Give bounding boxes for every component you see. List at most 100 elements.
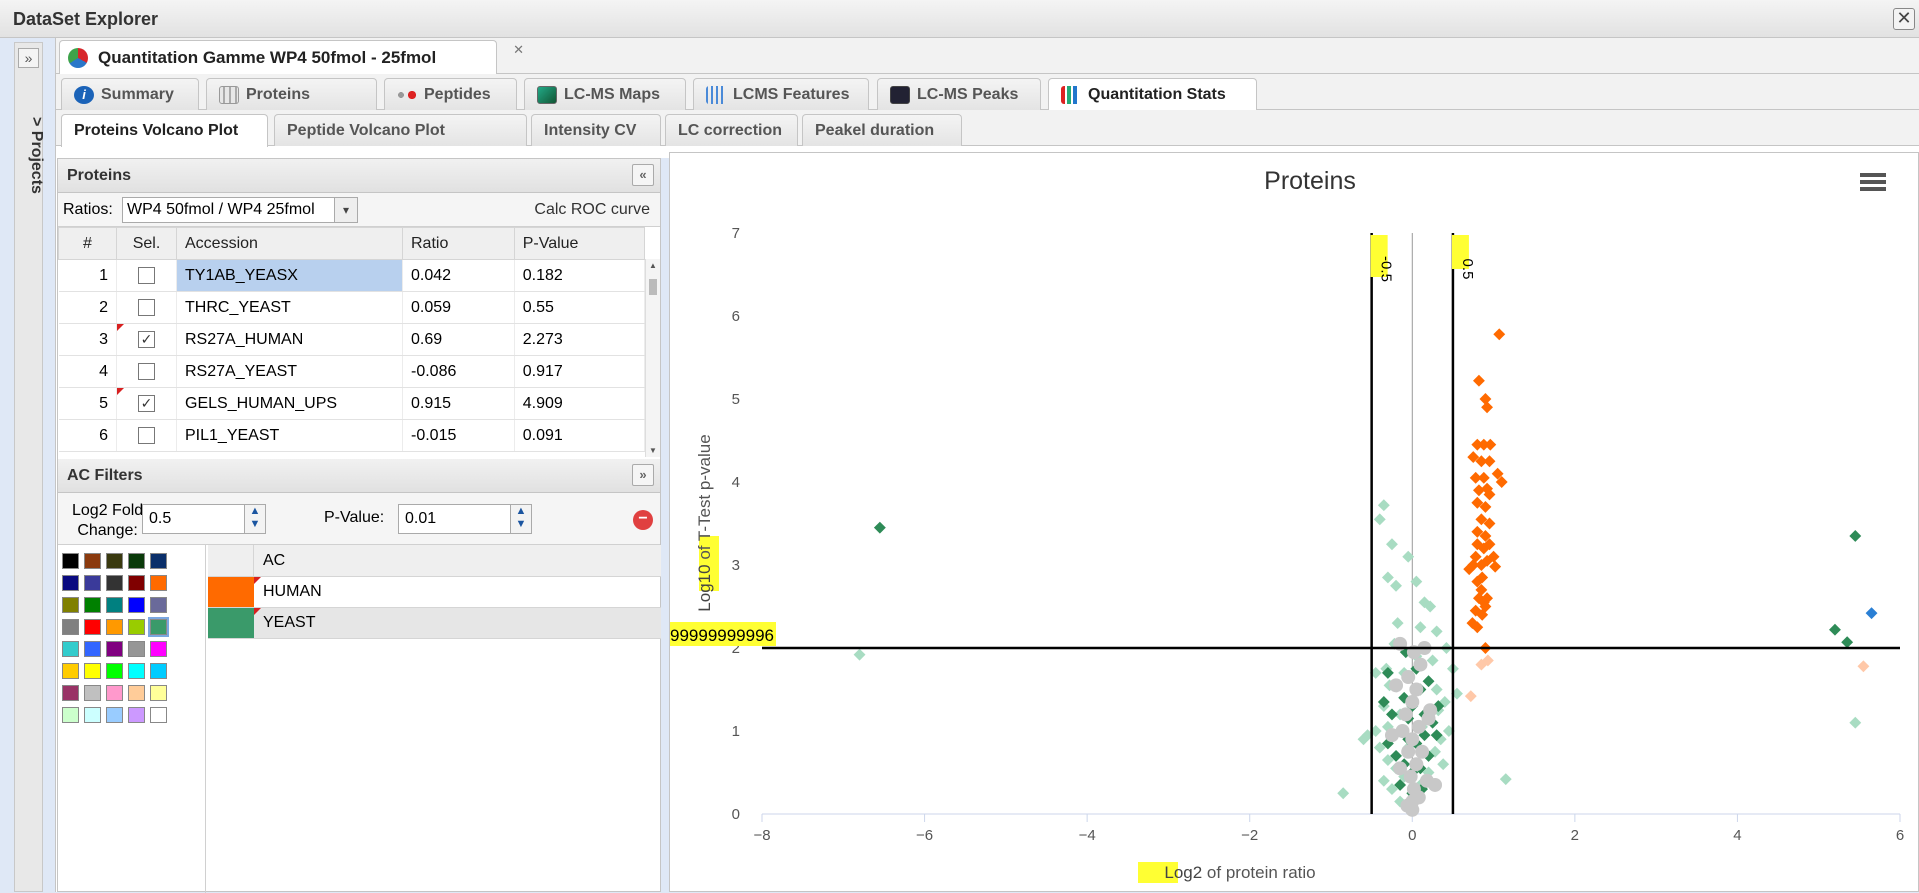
accession-cell[interactable]: GELS_HUMAN_UPS — [176, 387, 403, 420]
human-color-swatch[interactable] — [208, 577, 254, 607]
table-row[interactable]: 4 RS27A_YEAST -0.086 0.917 — [58, 355, 646, 388]
palette-swatch[interactable] — [62, 553, 79, 569]
palette-swatch[interactable] — [84, 663, 101, 679]
tab-summary[interactable]: i Summary — [61, 78, 199, 110]
palette-swatch[interactable] — [62, 707, 79, 723]
palette-swatch[interactable] — [106, 707, 123, 723]
column-header-pvalue[interactable]: P-Value — [513, 227, 646, 260]
palette-swatch[interactable] — [106, 553, 123, 569]
scroll-up-icon[interactable]: ▲ — [649, 261, 657, 270]
tab-lcms-features[interactable]: LCMS Features — [693, 78, 869, 110]
palette-swatch[interactable] — [128, 663, 145, 679]
palette-swatch[interactable] — [150, 575, 167, 591]
close-tab-icon[interactable]: ✕ — [513, 42, 524, 57]
column-header-accession[interactable]: Accession — [176, 227, 403, 260]
palette-swatch[interactable] — [106, 641, 123, 657]
ac-column-header[interactable]: AC — [263, 552, 286, 569]
accession-cell[interactable]: TY1AB_YEASX — [176, 259, 403, 292]
volcano-plot[interactable]: Proteins −8 −6 −4 −2 0 2 4 6 0 1 2 3 4 5 6 7 Log2 of prot… — [670, 153, 1918, 891]
yeast-color-swatch[interactable] — [208, 608, 254, 638]
table-row[interactable]: 2 THRC_YEAST 0.059 0.55 — [58, 291, 646, 324]
ac-item-yeast[interactable]: YEAST — [208, 608, 662, 639]
palette-swatch[interactable] — [62, 663, 79, 679]
panel-splitter[interactable] — [661, 158, 669, 892]
palette-swatch[interactable] — [62, 619, 79, 635]
tab-proteins[interactable]: Proteins — [206, 78, 377, 110]
row-select-checkbox[interactable]: ✓ — [138, 394, 155, 412]
row-select-checkbox[interactable] — [138, 266, 155, 284]
tab-intensity-cv[interactable]: Intensity CV — [531, 114, 661, 146]
collapse-filters-icon[interactable]: » — [632, 464, 654, 486]
palette-swatch[interactable] — [62, 641, 79, 657]
scroll-down-icon[interactable]: ▼ — [649, 446, 657, 455]
calc-roc-curve-button[interactable]: Calc ROC curve — [534, 201, 650, 218]
palette-swatch[interactable] — [84, 641, 101, 657]
palette-swatch[interactable] — [62, 685, 79, 701]
table-row[interactable]: 3 ✓ RS27A_HUMAN 0.69 2.273 — [58, 323, 646, 356]
column-header-number[interactable]: # — [58, 227, 117, 260]
ratios-select[interactable]: WP4 50fmol / WP4 25fmol — [122, 197, 356, 223]
palette-swatch[interactable] — [128, 575, 145, 591]
palette-swatch[interactable] — [84, 553, 101, 569]
accession-cell[interactable]: RS27A_YEAST — [176, 355, 403, 388]
palette-swatch[interactable] — [128, 707, 145, 723]
remove-filter-icon[interactable]: − — [633, 510, 653, 530]
palette-swatch[interactable] — [150, 553, 167, 569]
table-row[interactable]: 1 TY1AB_YEASX 0.042 0.182 — [58, 259, 646, 292]
document-tab[interactable]: Quantitation Gamme WP4 50fmol - 25fmol ✕ — [59, 40, 524, 74]
hamburger-menu-icon[interactable] — [1860, 173, 1886, 191]
palette-swatch[interactable] — [128, 553, 145, 569]
palette-swatch[interactable] — [106, 685, 123, 701]
tab-peptides[interactable]: Peptides — [384, 78, 517, 110]
tab-lcms-maps[interactable]: LC-MS Maps — [524, 78, 686, 110]
tab-proteins-volcano-plot[interactable]: Proteins Volcano Plot — [61, 114, 268, 147]
ac-item-human[interactable]: HUMAN — [208, 577, 662, 608]
accession-cell[interactable]: THRC_YEAST — [176, 291, 403, 324]
palette-swatch[interactable] — [128, 619, 145, 635]
palette-swatch[interactable] — [84, 575, 101, 591]
pvalue-spinner[interactable]: ▲ ▼ — [510, 504, 532, 534]
palette-swatch[interactable] — [150, 707, 167, 723]
palette-swatch[interactable] — [84, 707, 101, 723]
close-window-button[interactable]: ✕ — [1893, 8, 1915, 30]
log2-fold-change-input[interactable] — [142, 504, 245, 534]
row-select-checkbox[interactable] — [138, 362, 155, 380]
palette-swatch[interactable] — [150, 663, 167, 679]
row-select-checkbox[interactable] — [138, 426, 155, 444]
palette-swatch[interactable] — [84, 619, 101, 635]
collapse-panel-icon[interactable]: « — [632, 164, 654, 186]
scrollbar-thumb[interactable] — [649, 279, 657, 295]
table-row[interactable]: 6 PIL1_YEAST -0.015 0.091 — [58, 419, 646, 452]
table-row[interactable]: 5 ✓ GELS_HUMAN_UPS 0.915 4.909 — [58, 387, 646, 420]
row-select-checkbox[interactable] — [138, 298, 155, 316]
expand-projects-icon[interactable]: » — [18, 48, 39, 68]
projects-collapsed-panel[interactable]: » > Projects — [14, 42, 45, 892]
palette-swatch[interactable] — [150, 685, 167, 701]
tab-peakel-duration[interactable]: Peakel duration — [802, 114, 962, 146]
accession-cell[interactable]: RS27A_HUMAN — [176, 323, 403, 356]
chevron-down-icon[interactable]: ▾ — [334, 197, 358, 223]
palette-swatch[interactable] — [84, 597, 101, 613]
tab-quantitation-stats[interactable]: Quantitation Stats — [1048, 78, 1257, 111]
row-select-checkbox[interactable]: ✓ — [138, 330, 155, 348]
table-scrollbar[interactable]: ▲ ▼ — [645, 259, 660, 457]
column-header-ratio[interactable]: Ratio — [402, 227, 515, 260]
tab-peptide-volcano-plot[interactable]: Peptide Volcano Plot — [274, 114, 527, 146]
palette-swatch[interactable] — [62, 575, 79, 591]
palette-swatch[interactable] — [106, 663, 123, 679]
pvalue-input[interactable] — [398, 504, 511, 534]
palette-swatch[interactable] — [62, 597, 79, 613]
column-header-sel[interactable]: Sel. — [116, 227, 177, 260]
palette-swatch[interactable] — [150, 597, 167, 613]
log2-spinner[interactable]: ▲ ▼ — [244, 504, 266, 534]
tab-lc-correction[interactable]: LC correction — [665, 114, 798, 146]
palette-swatch[interactable] — [106, 597, 123, 613]
accession-cell[interactable]: PIL1_YEAST — [176, 419, 403, 452]
palette-swatch[interactable] — [150, 641, 167, 657]
palette-swatch[interactable] — [128, 641, 145, 657]
palette-swatch[interactable] — [84, 685, 101, 701]
palette-swatch[interactable] — [106, 619, 123, 635]
projects-label[interactable]: > Projects — [28, 117, 45, 194]
tab-lcms-peaks[interactable]: LC-MS Peaks — [877, 78, 1041, 110]
palette-swatch[interactable] — [148, 617, 169, 637]
